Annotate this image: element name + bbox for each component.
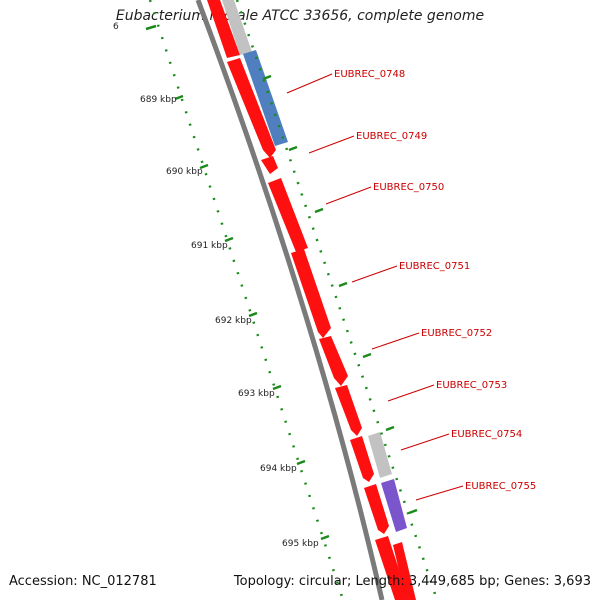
outer-tick-mark <box>314 207 324 214</box>
gene-cds-bottom-partial[interactable] <box>375 536 409 600</box>
topology-text: Topology: circular; Length: 3,449,685 bp… <box>233 574 591 589</box>
callout-line <box>400 433 450 451</box>
gene-cds-eubrec-0750[interactable] <box>268 178 308 252</box>
gene-cds-near-0755[interactable] <box>364 484 389 534</box>
outer-tick-mark <box>288 145 298 152</box>
kbp-label: 690 kbp <box>166 167 203 177</box>
gene-rna-eubrec-0749[interactable] <box>243 50 288 146</box>
callout-line <box>351 265 398 283</box>
gene-cds-near-0754[interactable] <box>350 436 374 482</box>
kbp-tick-mark <box>248 311 258 318</box>
gene-label[interactable]: EUBREC_0754 <box>451 429 522 440</box>
outer-ruler <box>235 0 439 600</box>
kbp-label: 694 kbp <box>260 464 297 474</box>
inner-ruler <box>145 0 345 600</box>
outer-tick-mark <box>385 425 395 432</box>
inner-ruler-dots <box>148 0 345 600</box>
callout-line <box>371 332 420 350</box>
gene-cds-partial[interactable] <box>207 0 240 58</box>
gene-cds-eubrec-0753[interactable] <box>335 385 362 436</box>
accession-text: Accession: NC_012781 <box>9 574 157 589</box>
gene-cds-bottom-partial-2[interactable] <box>393 542 416 600</box>
gene-label-group[interactable]: EUBREC_0748 EUBREC_0749 EUBREC_0750 EUBR… <box>334 69 536 492</box>
gene-label[interactable]: EUBREC_0749 <box>356 131 427 142</box>
outer-tick-mark <box>338 281 348 288</box>
callout-line <box>308 135 355 154</box>
kbp-tick-mark <box>199 163 209 170</box>
gene-label[interactable]: EUBREC_0748 <box>334 69 405 80</box>
gene-cds-small[interactable] <box>261 156 278 174</box>
callout-line <box>415 485 464 501</box>
kbp-label: 689 kbp <box>140 95 177 105</box>
outer-tick-mark <box>262 74 272 81</box>
kbp-labels: 6 689 kbp 690 kbp 691 kbp 692 kbp 693 kb… <box>113 22 319 549</box>
kbp-label: 692 kbp <box>215 316 252 326</box>
gene-unknown-eubrec-0754[interactable] <box>368 432 392 478</box>
gene-label[interactable]: EUBREC_0755 <box>465 481 536 492</box>
gene-label[interactable]: EUBREC_0750 <box>373 182 444 193</box>
kbp-label: 691 kbp <box>191 241 228 251</box>
kbp-tick-mark <box>145 24 157 31</box>
kbp-label: 6 <box>113 22 119 32</box>
gene-label[interactable]: EUBREC_0753 <box>436 380 507 391</box>
gene-callouts <box>286 73 464 501</box>
kbp-label: 695 kbp <box>282 539 319 549</box>
gene-cds-eubrec-0751[interactable] <box>291 249 331 338</box>
gene-unknown-partial[interactable] <box>222 0 252 55</box>
gene-label[interactable]: EUBREC_0752 <box>421 328 492 339</box>
kbp-tick-mark <box>174 94 184 101</box>
callout-line <box>325 186 372 205</box>
gene-rna-eubrec-0755[interactable] <box>381 479 407 532</box>
genome-backbone <box>195 0 385 600</box>
kbp-tick-mark <box>320 534 330 541</box>
kbp-tick-mark <box>224 236 234 243</box>
kbp-label: 693 kbp <box>238 389 275 399</box>
kbp-tick-mark <box>272 384 282 391</box>
callout-line <box>286 73 333 94</box>
gene-cds-eubrec-0748[interactable] <box>227 58 276 158</box>
gene-cds-eubrec-0752[interactable] <box>319 336 348 386</box>
gene-features[interactable] <box>207 0 416 600</box>
callout-line <box>387 384 435 402</box>
outer-tick-mark <box>408 508 418 515</box>
outer-tick-mark <box>362 352 372 359</box>
kbp-tick-mark <box>296 459 306 466</box>
gene-label[interactable]: EUBREC_0751 <box>399 261 470 272</box>
